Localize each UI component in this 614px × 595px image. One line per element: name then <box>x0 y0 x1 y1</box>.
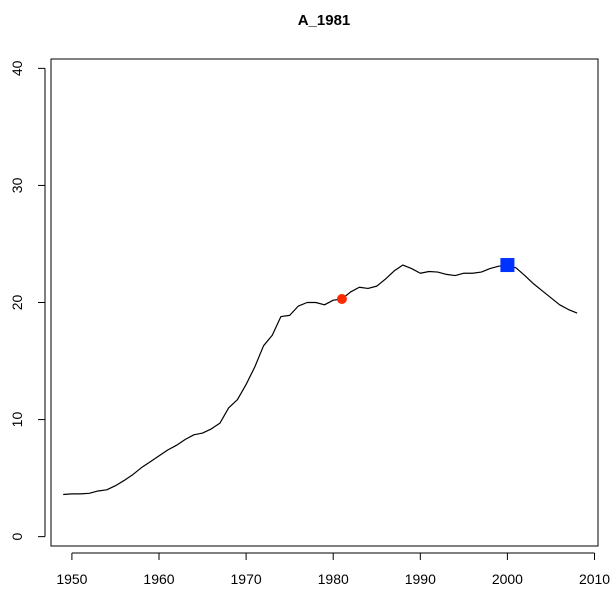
y-tick-label: 10 <box>9 412 25 428</box>
circle-marker <box>336 293 347 304</box>
series-line-0 <box>63 264 578 496</box>
series-layer <box>63 264 578 496</box>
y-tick-label: 40 <box>9 60 25 76</box>
x-tick-label: 2000 <box>492 571 523 587</box>
plot-area-frame <box>50 58 599 547</box>
y-tick-label: 0 <box>9 533 25 541</box>
x-tick-label: 1970 <box>231 571 262 587</box>
x-tick-label: 1950 <box>56 571 87 587</box>
y-axis: 0 10 20 30 40 <box>9 60 46 541</box>
marker-layer <box>336 258 515 304</box>
y-tick-label: 20 <box>9 295 25 311</box>
y-tick-label: 30 <box>9 177 25 193</box>
x-tick-label: 1980 <box>318 571 349 587</box>
chart-title: A_1981 <box>298 12 351 29</box>
x-tick-label: 1960 <box>143 571 174 587</box>
x-tick-label: 1990 <box>405 571 436 587</box>
x-axis: 1950 1960 1970 1980 1990 2000 2010 <box>56 552 610 587</box>
x-tick-label: 2010 <box>579 571 610 587</box>
square-marker <box>500 258 515 273</box>
